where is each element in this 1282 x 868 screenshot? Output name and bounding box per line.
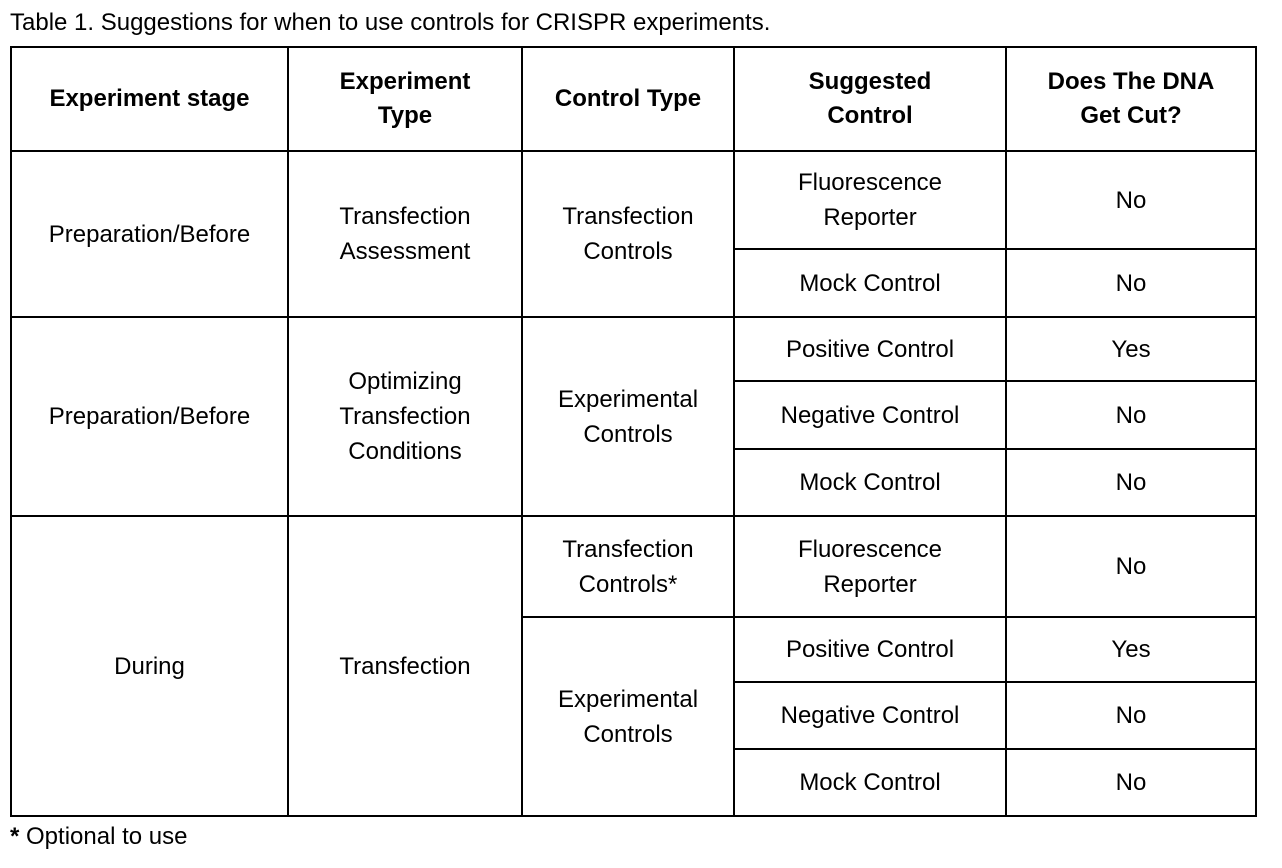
experiment-type-cell: Optimizing Transfection Conditions [287,316,523,517]
col-header-suggested-control: Suggested Control [733,46,1007,152]
suggested-control-cell: Positive Control [733,316,1007,382]
control-type-cell: Transfection Controls* [521,515,735,618]
control-type-cell: Experimental Controls [521,616,735,817]
table-row: During Transfection Transfection Control… [10,515,1257,817]
dna-cut-cell: No [1005,380,1257,450]
suggested-control-cell: Mock Control [733,748,1007,817]
suggested-control-cell: Fluorescence Reporter [733,515,1007,618]
table-caption: Table 1. Suggestions for when to use con… [10,9,771,36]
footnote: * Optional to use [10,822,1272,852]
dna-cut-cell: No [1005,748,1257,817]
dna-cut-cell: Yes [1005,616,1257,683]
suggested-control-cell: Positive Control [733,616,1007,683]
experiment-type-cell: Transfection Assessment [287,150,523,318]
col-header-dna-cut: Does The DNA Get Cut? [1005,46,1257,152]
suggested-control-cell: Negative Control [733,380,1007,450]
stage-cell: During [10,515,289,817]
dna-cut-cell: No [1005,448,1257,517]
suggested-control-cell: Mock Control [733,248,1007,318]
table-row: Experimental Controls Positive Control Y… [11,616,1257,817]
control-type-cell: Transfection Controls [521,150,735,318]
dna-cut-cell: No [1005,515,1257,618]
table-row: Negative Control No [11,681,1257,750]
dna-cut-cell: Yes [1005,316,1257,382]
stage-cell: Preparation/Before [10,316,289,517]
col-header-control-type: Control Type [521,46,735,152]
footnote-text: Optional to use [26,823,188,850]
col-header-experiment-type: Experiment Type [287,46,523,152]
table-row: Mock Control No [11,748,1257,817]
footnote-asterisk: * [10,823,20,850]
table-row: Preparation/Before Transfection Assessme… [10,150,1257,318]
suggested-control-cell: Negative Control [733,681,1007,750]
suggested-control-cell: Mock Control [733,448,1007,517]
crispr-controls-table: Experiment stage Experiment Type Control… [10,46,1257,817]
experiment-type-cell: Transfection [287,515,523,817]
stage-cell: Preparation/Before [10,150,289,318]
dna-cut-cell: No [1005,150,1257,250]
table-row: Preparation/Before Optimizing Transfecti… [10,316,1257,517]
control-type-cell: Experimental Controls [521,316,735,517]
suggested-control-cell: Fluorescence Reporter [733,150,1007,250]
header-row: Experiment stage Experiment Type Control… [10,46,1257,152]
table-row: Mock Control No [11,248,1257,318]
dna-cut-cell: No [1005,248,1257,318]
table-row: Mock Control No [11,448,1257,517]
dna-cut-cell: No [1005,681,1257,750]
table-row: Negative Control No [11,380,1257,450]
col-header-experiment-stage: Experiment stage [10,46,289,152]
